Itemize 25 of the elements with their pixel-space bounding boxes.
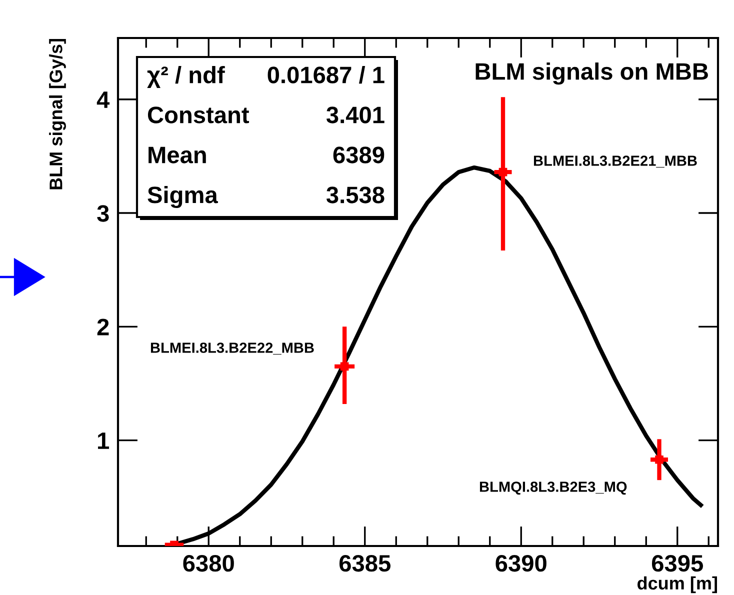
point — [498, 168, 508, 176]
annotation: 3.538 — [326, 186, 384, 204]
y-tick-label: 3 — [97, 205, 109, 222]
annotation: BLMEI.8L3.B2E22_MBB — [150, 342, 314, 355]
annotation: Constant — [148, 106, 250, 124]
annotation: Sigma — [148, 186, 218, 208]
x-tick-label: 6380 — [183, 554, 234, 572]
x-tick-label: 6395 — [652, 554, 703, 572]
point — [340, 362, 349, 371]
annotation: Mean — [148, 146, 206, 164]
x-tick-label: 6385 — [339, 554, 390, 572]
x-axis-title: dcum [m] — [637, 576, 717, 594]
y-tick-label: 1 — [98, 432, 110, 449]
y-tick-label: 2 — [97, 318, 109, 336]
y-axis-title: BLM signal [Gy/s] — [49, 39, 66, 190]
annotation: χ² / ndf — [147, 66, 225, 88]
annotation: 0.01687 / 1 — [268, 66, 384, 84]
annotation: BLMQI.8L3.B2E3_MQ — [480, 482, 627, 495]
x-tick-label: 6390 — [496, 554, 546, 572]
text: BLM signals on MBB — [476, 62, 708, 85]
annotation: 6389 — [333, 146, 384, 164]
point — [655, 455, 664, 464]
annotation: BLMEI.8L3.B2E21_MBB — [534, 156, 697, 168]
annotation: 3.401 — [326, 106, 384, 124]
y-tick-label: 4 — [96, 92, 110, 108]
